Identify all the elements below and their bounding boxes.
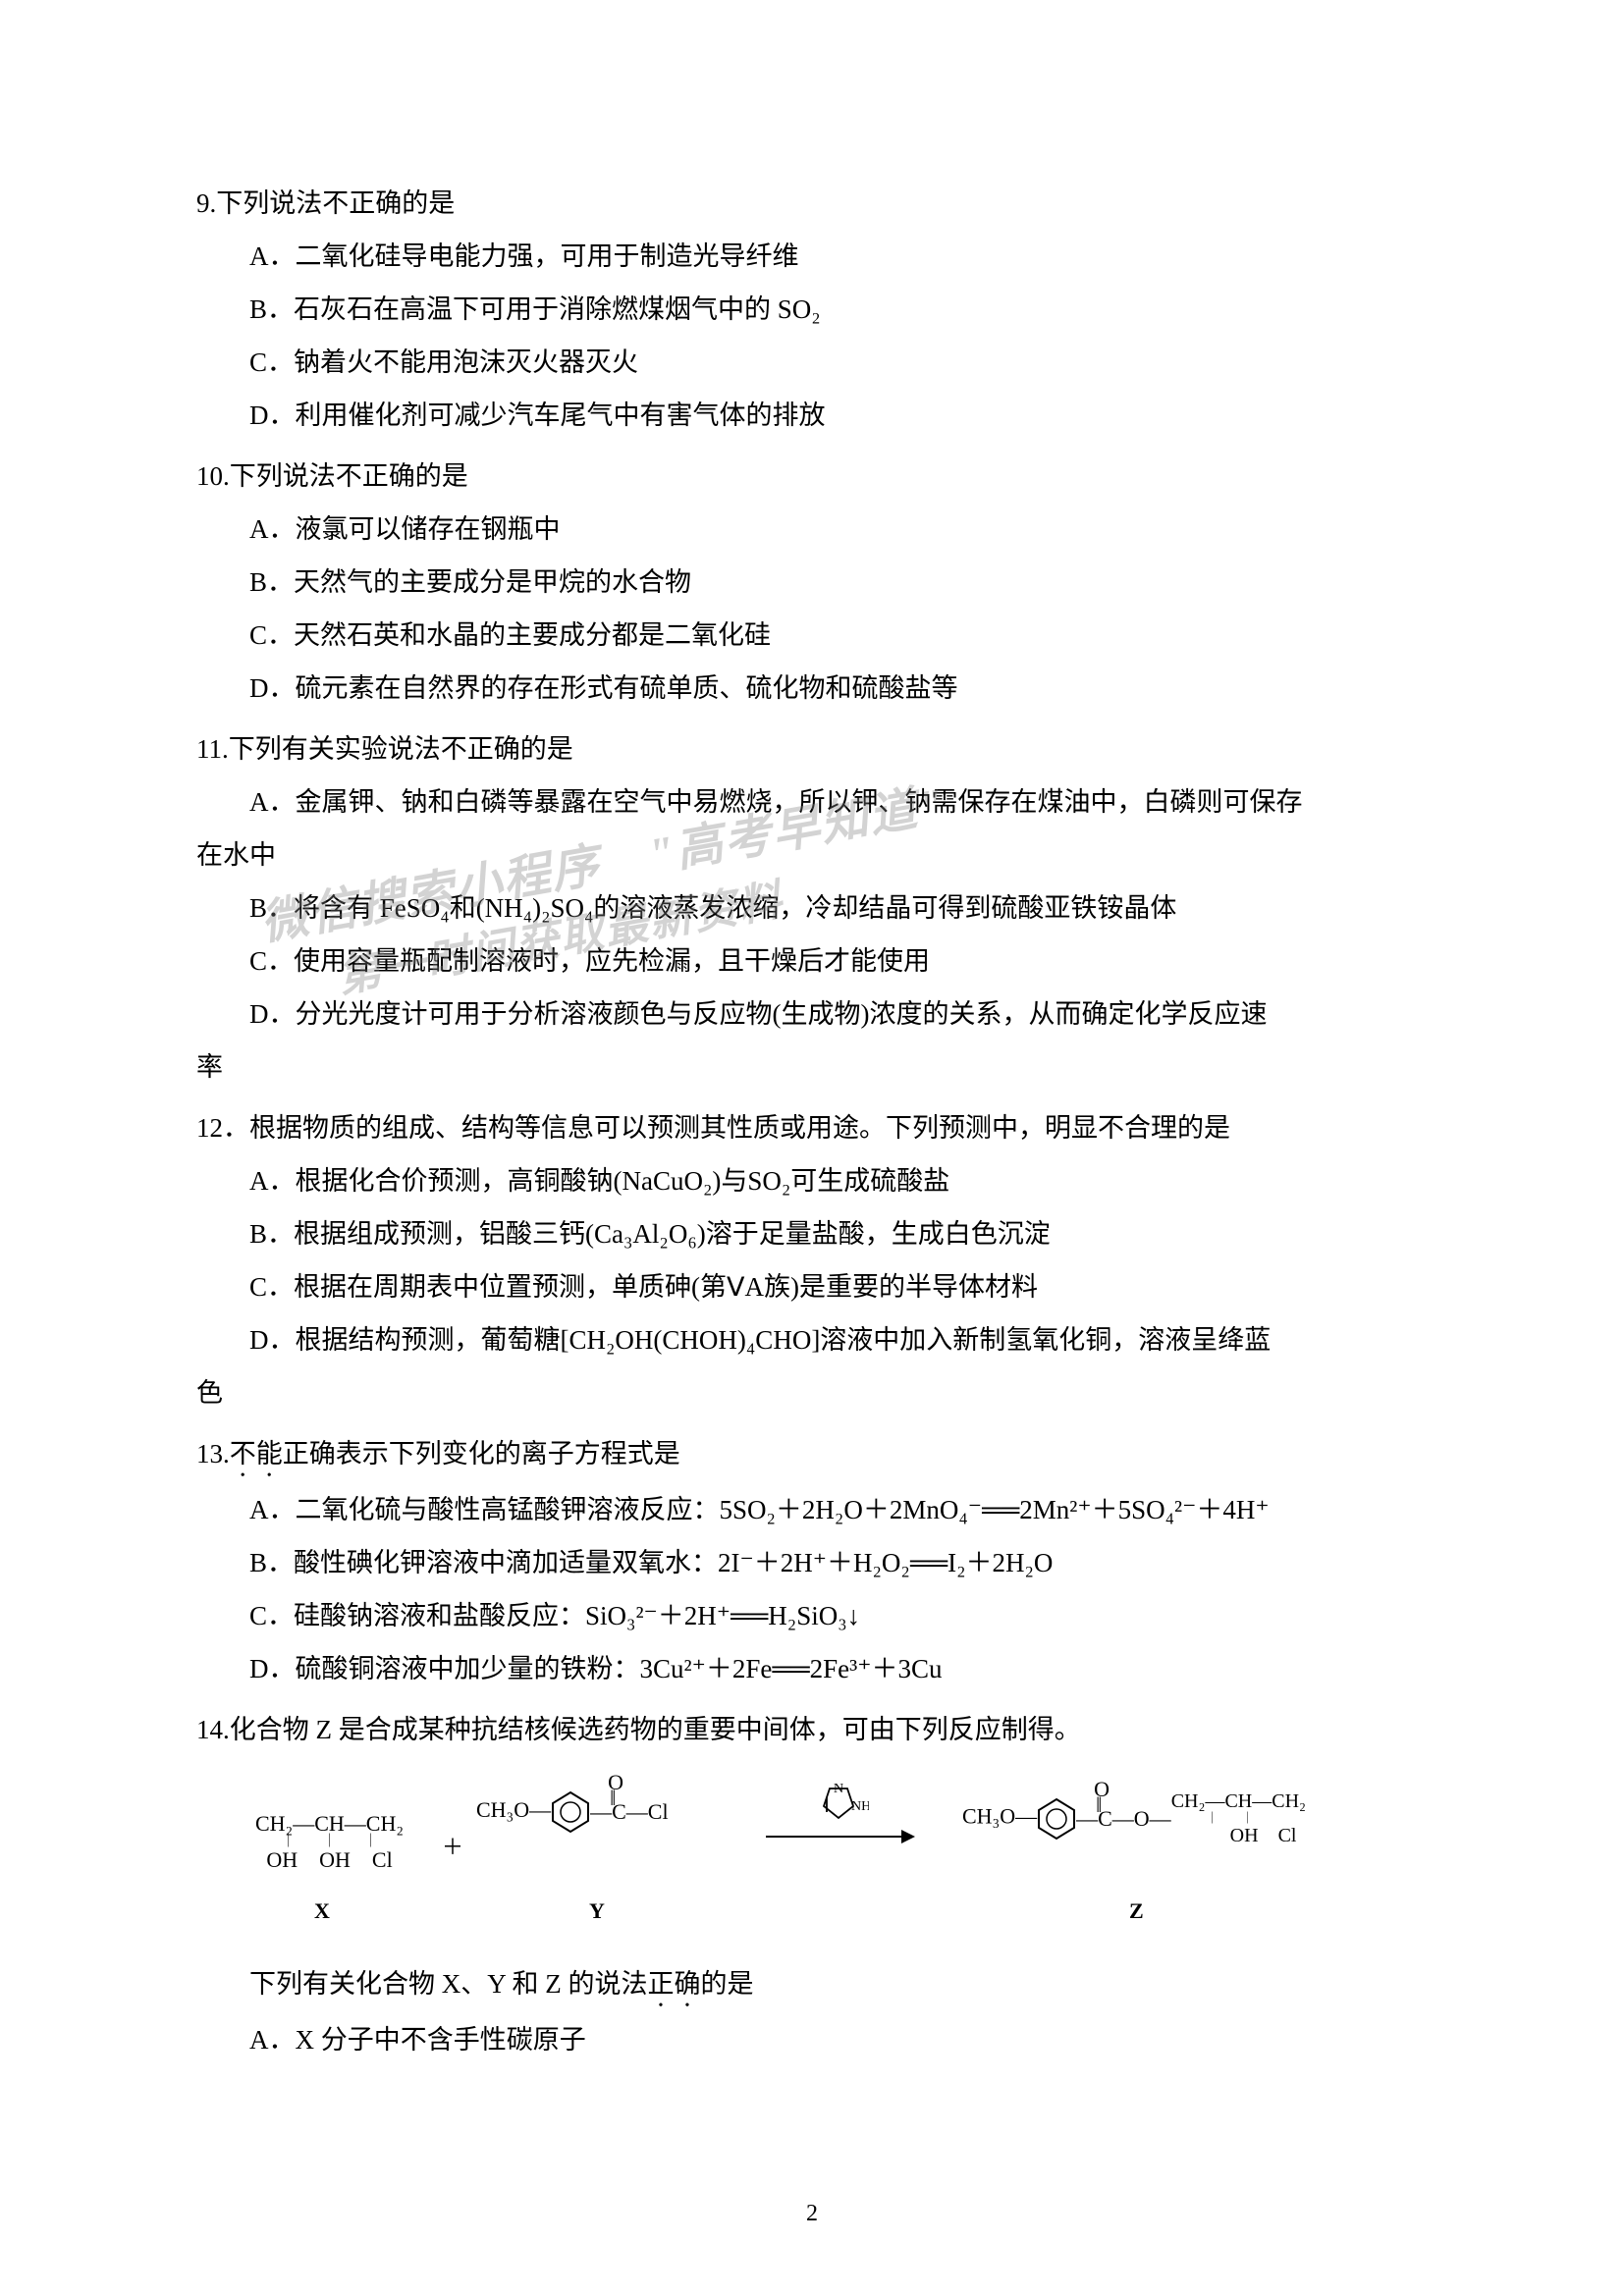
q13-stem-rest: 正确表示下列变化的离子方程式是: [283, 1439, 680, 1468]
q9-stem-text: 下列说法不正确的是: [216, 188, 455, 218]
q9-option-a: A．二氧化硅导电能力强，可用于制造光导纤维: [196, 230, 1428, 283]
compound-x: CH₂―CH―CH₂ ｜ ｜ ｜ OH OH Cl: [255, 1810, 404, 1875]
q11-option-d-cont: 率: [196, 1041, 1428, 1094]
q9-option-d: D．利用催化剂可减少汽车尾气中有害气体的排放: [196, 389, 1428, 442]
q12-d-text: 根据结构预测，葡萄糖[CH₂OH(CHOH)₄CHO]溶液中加入新制氢氧化铜，溶…: [296, 1325, 1272, 1355]
q12-option-c: C．根据在周期表中位置预测，单质砷(第ⅤA族)是重要的半导体材料: [196, 1260, 1428, 1313]
q11-option-a-cont: 在水中: [196, 828, 1428, 881]
q13-a-text: 二氧化硫与酸性高锰酸钾溶液反应：5SO₂＋2H₂O＋2MnO₄⁻══2Mn²⁺＋…: [296, 1495, 1270, 1524]
q10-option-b: B．天然气的主要成分是甲烷的水合物: [196, 556, 1428, 609]
q11-a-text: 金属钾、钠和白磷等暴露在空气中易燃烧，所以钾、钠需保存在煤油中，白磷则可保存: [296, 787, 1303, 817]
q11-b-text: 将含有 FeSO₄和(NH₄)₂SO₄的溶液蒸发浓缩，冷却结晶可得到硫酸亚铁铵晶…: [294, 893, 1176, 923]
q12-a-text: 根据化合价预测，高铜酸钠(NaCuO₂)与SO₂可生成硫酸盐: [296, 1166, 950, 1196]
q11-c-text: 使用容量瓶配制溶液时，应先检漏，且干燥后才能使用: [294, 946, 930, 976]
question-14: 14.化合物 Z 是合成某种抗结核候选药物的重要中间体，可由下列反应制得。 CH…: [196, 1703, 1428, 2066]
plus-sign: ＋: [442, 1830, 463, 1861]
compound-y: CH₃O―O‖―C―Cl: [476, 1790, 669, 1834]
benzene-ring-y: [551, 1790, 590, 1834]
compound-z: CH₃O―O‖―C―O― CH₂―CH―CH₂ ｜ ｜ OH Cl: [962, 1790, 1306, 1846]
z-dbl: ‖: [1096, 1792, 1102, 1818]
arrow-line: [766, 1836, 913, 1838]
q11-d-text: 分光光度计可用于分析溶液颜色与反应物(生成物)浓度的关系，从而确定化学反应速: [296, 999, 1268, 1029]
q9-option-c: C．钠着火不能用泡沫灭火器灭火: [196, 336, 1428, 389]
q10-b-text: 天然气的主要成分是甲烷的水合物: [294, 567, 691, 597]
q13-option-d: D．硫酸铜溶液中加少量的铁粉：3Cu²⁺＋2Fe══2Fe³⁺＋3Cu: [196, 1642, 1428, 1695]
q9-c-text: 钠着火不能用泡沫灭火器灭火: [294, 347, 638, 377]
reaction-arrow: N NH: [766, 1781, 913, 1838]
question-9-stem: 9.下列说法不正确的是: [196, 177, 1428, 230]
question-13-stem: 13.不能正确表示下列变化的离子方程式是: [196, 1427, 1428, 1483]
q9-num: 9: [196, 188, 210, 218]
q14-num: 14: [196, 1715, 223, 1744]
q12-stem-text: 根据物质的组成、结构等信息可以预测其性质或用途。下列预测中，明显不合理的是: [249, 1113, 1230, 1143]
x-line2: ｜ ｜ ｜: [255, 1839, 404, 1846]
q9-option-b: B．石灰石在高温下可用于消除燃煤烟气中的 SO₂: [196, 283, 1428, 336]
q9-d-text: 利用催化剂可减少汽车尾气中有害气体的排放: [296, 400, 826, 430]
q11-option-c: C．使用容量瓶配制溶液时，应先检漏，且干燥后才能使用: [196, 934, 1428, 988]
z-mid: ―C―O―: [1076, 1806, 1171, 1831]
q12-b-text: 根据组成预测，铝酸三钙(Ca₃Al₂O₆)溶于足量盐酸，生成白色沉淀: [294, 1219, 1051, 1249]
reaction-diagram: CH₂―CH―CH₂ ｜ ｜ ｜ OH OH Cl ＋ CH₃O―O‖―C―Cl…: [255, 1781, 1428, 1938]
q14-post-stem: 下列有关化合物 X、Y 和 Z 的说法正确的是: [196, 1957, 1428, 2013]
q10-d-text: 硫元素在自然界的存在形式有硫单质、硫化物和硫酸盐等: [296, 673, 958, 703]
question-11: 11.下列有关实验说法不正确的是 A．金属钾、钠和白磷等暴露在空气中易燃烧，所以…: [196, 722, 1428, 1094]
x-line3: OH OH Cl: [255, 1846, 404, 1875]
question-10: 10.下列说法不正确的是 A．液氯可以储存在钢瓶中 B．天然气的主要成分是甲烷的…: [196, 450, 1428, 715]
q13-option-b: B．酸性碘化钾溶液中滴加适量双氧水：2I⁻＋2H⁺＋H₂O₂══I₂＋2H₂O: [196, 1536, 1428, 1589]
label-x: X: [314, 1898, 330, 1924]
question-9: 9.下列说法不正确的是 A．二氧化硅导电能力强，可用于制造光导纤维 B．石灰石在…: [196, 177, 1428, 442]
q13-option-a: A．二氧化硫与酸性高锰酸钾溶液反应：5SO₂＋2H₂O＋2MnO₄⁻══2Mn²…: [196, 1483, 1428, 1536]
y-dbl: ‖: [610, 1786, 616, 1811]
q12-num: 12: [196, 1113, 223, 1143]
q13-d-text: 硫酸铜溶液中加少量的铁粉：3Cu²⁺＋2Fe══2Fe³⁺＋3Cu: [296, 1654, 943, 1683]
q14-option-a: A．X 分子中不含手性碳原子: [196, 2013, 1428, 2066]
q10-num: 10: [196, 461, 223, 491]
question-12-stem: 12．根据物质的组成、结构等信息可以预测其性质或用途。下列预测中，明显不合理的是: [196, 1101, 1428, 1154]
q10-a-text: 液氯可以储存在钢瓶中: [296, 514, 561, 544]
svg-text:N: N: [834, 1782, 843, 1796]
label-y: Y: [589, 1898, 605, 1924]
q12-option-d-cont: 色: [196, 1366, 1428, 1419]
q12-c-text: 根据在周期表中位置预测，单质砷(第ⅤA族)是重要的半导体材料: [294, 1272, 1038, 1302]
q10-stem-text: 下列说法不正确的是: [230, 461, 468, 491]
q11-option-d: D．分光光度计可用于分析溶液颜色与反应物(生成物)浓度的关系，从而确定化学反应速: [196, 988, 1428, 1041]
page-number: 2: [806, 2201, 818, 2227]
q11-option-b: B．将含有 FeSO₄和(NH₄)₂SO₄的溶液蒸发浓缩，冷却结晶可得到硫酸亚铁…: [196, 881, 1428, 934]
q10-option-a: A．液氯可以储存在钢瓶中: [196, 503, 1428, 556]
q13-b-text: 酸性碘化钾溶液中滴加适量双氧水：2I⁻＋2H⁺＋H₂O₂══I₂＋2H₂O: [294, 1548, 1053, 1577]
question-11-stem: 11.下列有关实验说法不正确的是: [196, 722, 1428, 775]
q13-num: 13: [196, 1439, 223, 1468]
q11-stem-text: 下列有关实验说法不正确的是: [229, 734, 573, 764]
label-z: Z: [1129, 1898, 1144, 1924]
q12-option-d: D．根据结构预测，葡萄糖[CH₂OH(CHOH)₄CHO]溶液中加入新制氢氧化铜…: [196, 1313, 1428, 1366]
question-13: 13.不能正确表示下列变化的离子方程式是 A．二氧化硫与酸性高锰酸钾溶液反应：5…: [196, 1427, 1428, 1695]
nh-label: NH: [851, 1799, 869, 1814]
q10-option-d: D．硫元素在自然界的存在形式有硫单质、硫化物和硫酸盐等: [196, 662, 1428, 715]
q13-option-c: C．硅酸钠溶液和盐酸反应：SiO₃²⁻＋2H⁺══H₂SiO₃↓: [196, 1589, 1428, 1642]
q12-option-a: A．根据化合价预测，高铜酸钠(NaCuO₂)与SO₂可生成硫酸盐: [196, 1154, 1428, 1207]
q10-c-text: 天然石英和水晶的主要成分都是二氧化硅: [294, 620, 771, 650]
benzene-ring-z: [1037, 1797, 1076, 1841]
y-right: ―C―Cl: [590, 1799, 668, 1824]
question-12: 12．根据物质的组成、结构等信息可以预测其性质或用途。下列预测中，明显不合理的是…: [196, 1101, 1428, 1419]
z-r3: OH Cl: [1171, 1825, 1306, 1846]
q12-option-b: B．根据组成预测，铝酸三钙(Ca₃Al₂O₆)溶于足量盐酸，生成白色沉淀: [196, 1207, 1428, 1260]
catalyst-imidazole: N NH: [766, 1781, 913, 1831]
q13-c-text: 硅酸钠溶液和盐酸反应：SiO₃²⁻＋2H⁺══H₂SiO₃↓: [294, 1601, 860, 1630]
q9-a-text: 二氧化硅导电能力强，可用于制造光导纤维: [296, 241, 799, 271]
question-10-stem: 10.下列说法不正确的是: [196, 450, 1428, 503]
q13-stem-emphasis: 不能: [230, 1439, 283, 1468]
q11-num: 11: [196, 734, 222, 764]
q11-option-a: A．金属钾、钠和白磷等暴露在空气中易燃烧，所以钾、钠需保存在煤油中，白磷则可保存: [196, 775, 1428, 828]
q14-emphasis: 正确: [648, 1969, 701, 1999]
z-r1: CH₂―CH―CH₂: [1171, 1790, 1306, 1812]
question-14-stem: 14.化合物 Z 是合成某种抗结核候选药物的重要中间体，可由下列反应制得。: [196, 1703, 1428, 1756]
q14-a-text: X 分子中不含手性碳原子: [296, 2025, 586, 2055]
q10-option-c: C．天然石英和水晶的主要成分都是二氧化硅: [196, 609, 1428, 662]
z-left: CH₃O―: [962, 1804, 1037, 1829]
y-left: CH₃O―: [476, 1797, 551, 1822]
q9-b-text: 石灰石在高温下可用于消除燃煤烟气中的 SO₂: [294, 294, 821, 324]
z-r2: ｜ ｜: [1171, 1812, 1306, 1825]
q14-stem-text: 化合物 Z 是合成某种抗结核候选药物的重要中间体，可由下列反应制得。: [230, 1715, 1081, 1744]
